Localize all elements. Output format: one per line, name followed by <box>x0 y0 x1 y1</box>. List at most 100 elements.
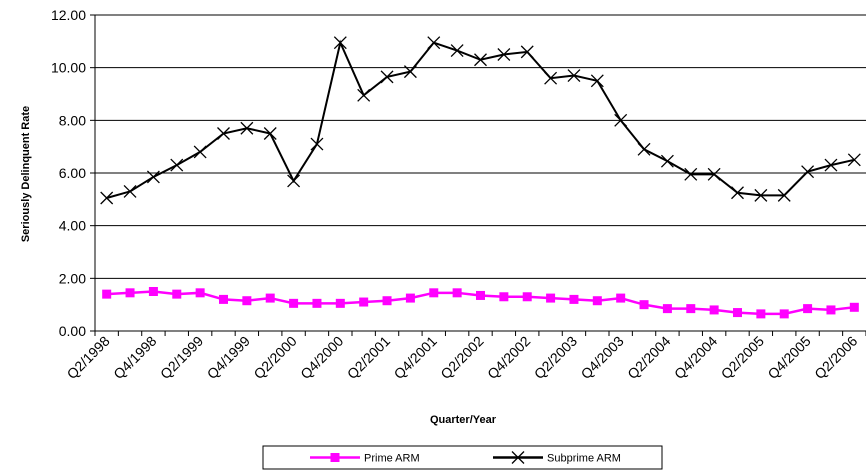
data-point <box>333 36 347 50</box>
y-axis-ticks: 0.00 2.00 4.00 6.00 8.00 10.00 12.00 <box>51 7 95 339</box>
data-point <box>546 293 556 303</box>
data-point <box>380 70 394 84</box>
data-point <box>170 158 184 172</box>
data-point <box>242 296 252 306</box>
data-point <box>429 288 439 298</box>
data-point <box>544 71 558 85</box>
data-point <box>403 65 417 79</box>
data-point <box>754 188 768 202</box>
data-point <box>709 305 719 315</box>
data-point <box>382 296 392 306</box>
x-tick-label: Q4/2002 <box>484 333 533 382</box>
y-tick-label: 6.00 <box>59 165 86 181</box>
data-point <box>474 53 487 67</box>
data-point <box>450 44 464 58</box>
legend-item: Prime ARM <box>310 453 420 465</box>
x-axis-ticks: Q2/1998Q4/1998Q2/1999Q4/1999Q2/2000Q4/20… <box>64 331 866 382</box>
data-point <box>357 88 371 102</box>
data-point <box>497 48 511 61</box>
legend-label: Prime ARM <box>364 453 420 465</box>
data-point <box>217 127 230 140</box>
x-axis-title: Quarter/Year <box>430 414 497 426</box>
legend-item: Subprime ARM <box>493 451 621 465</box>
data-point <box>265 293 275 303</box>
data-point <box>707 167 721 181</box>
data-point <box>849 302 859 312</box>
x-tick-label: Q2/1998 <box>64 333 113 382</box>
data-point <box>195 288 205 298</box>
data-point <box>801 165 815 179</box>
data-point <box>616 293 626 303</box>
y-tick-label: 12.00 <box>51 7 86 23</box>
data-point <box>146 170 160 184</box>
series-prime-arm <box>102 287 859 319</box>
data-point <box>567 69 581 83</box>
x-tick-label: Q2/2000 <box>250 333 299 382</box>
y-tick-label: 10.00 <box>51 60 86 76</box>
y-axis-title: Seriously Delinquent Rate <box>20 106 32 242</box>
data-point <box>499 292 509 302</box>
x-tick-label: Q4/2001 <box>391 333 440 382</box>
data-point <box>102 289 112 299</box>
y-tick-label: 8.00 <box>59 112 86 128</box>
x-tick-label: Q2/2006 <box>811 333 860 382</box>
data-point <box>590 74 604 88</box>
data-point <box>662 304 672 314</box>
y-tick-label: 0.00 <box>59 323 86 339</box>
legend-box <box>262 445 663 470</box>
data-point <box>172 289 182 299</box>
data-point <box>756 309 766 319</box>
data-point <box>405 293 415 303</box>
x-tick-label: Q2/2005 <box>718 333 767 382</box>
data-point <box>123 184 137 198</box>
data-point <box>240 121 254 135</box>
data-point <box>614 113 628 127</box>
x-tick-label: Q2/2003 <box>531 333 580 382</box>
axes <box>94 15 866 332</box>
legend: Prime ARM Subprime ARM <box>262 445 663 470</box>
data-point <box>427 36 441 50</box>
data-point <box>684 167 698 181</box>
data-point <box>569 294 579 304</box>
data-point <box>824 158 838 172</box>
data-point <box>733 308 742 318</box>
x-tick-label: Q2/1999 <box>157 333 206 382</box>
data-point <box>639 300 649 310</box>
x-tick-label: Q4/1998 <box>110 333 159 382</box>
series-layer <box>100 36 861 319</box>
legend-swatch-marker <box>511 451 525 464</box>
x-tick-label: Q4/2003 <box>578 333 627 382</box>
x-tick-label: Q4/2005 <box>764 333 813 382</box>
data-point <box>847 153 861 167</box>
x-tick-label: Q4/1999 <box>204 333 253 382</box>
x-tick-label: Q4/2000 <box>297 333 346 382</box>
gridlines <box>95 14 866 279</box>
data-point <box>803 304 813 314</box>
series-subprime-arm <box>100 36 861 205</box>
data-point <box>779 309 789 319</box>
data-point <box>826 305 836 315</box>
data-point <box>522 292 532 302</box>
legend-label: Subprime ARM <box>547 453 621 465</box>
data-point <box>637 142 651 156</box>
data-point <box>686 304 696 314</box>
y-tick-label: 4.00 <box>59 218 86 234</box>
data-point <box>312 298 322 308</box>
data-point <box>289 298 299 308</box>
data-point <box>359 297 369 307</box>
data-point <box>476 290 485 300</box>
x-tick-label: Q2/2004 <box>624 333 673 382</box>
data-point <box>287 174 301 188</box>
data-point <box>777 188 791 202</box>
x-tick-label: Q2/2001 <box>344 333 393 382</box>
data-point <box>731 186 744 200</box>
data-point <box>100 191 114 205</box>
data-point <box>660 154 674 168</box>
data-point <box>125 288 135 298</box>
data-point <box>310 137 324 151</box>
legend-swatch-marker <box>330 453 340 462</box>
data-point <box>452 288 462 298</box>
data-point <box>148 287 158 296</box>
data-point <box>263 127 277 140</box>
